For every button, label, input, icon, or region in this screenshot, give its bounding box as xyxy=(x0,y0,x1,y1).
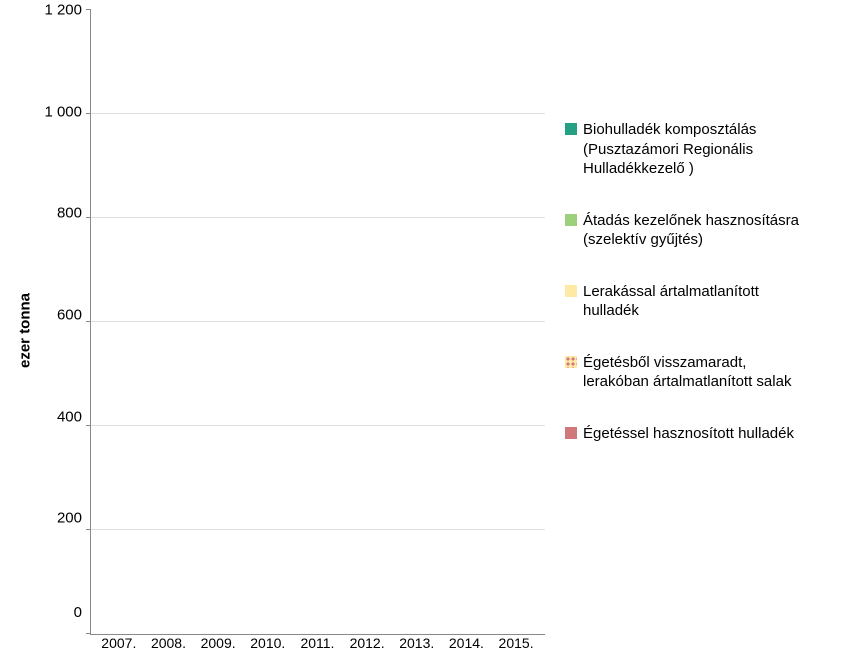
plot-wrapper: 1 2001 0008006004002000 2007.2008.2009.2… xyxy=(35,10,545,651)
y-tick-mark xyxy=(86,425,91,426)
legend-label: Lerakással ártalmatlanított hulladék xyxy=(583,282,815,321)
y-tick-mark xyxy=(86,529,91,530)
x-tick-label: 2015. xyxy=(495,635,537,651)
y-tick-mark xyxy=(86,633,91,634)
x-tick-label: 2013. xyxy=(396,635,438,651)
y-tick-mark xyxy=(86,9,91,10)
legend: Biohulladék komposztálás (Pusztazámori R… xyxy=(545,10,815,651)
y-tick-label: 600 xyxy=(35,307,82,322)
x-tick-label: 2008. xyxy=(147,635,189,651)
x-tick-label: 2012. xyxy=(346,635,388,651)
gridline xyxy=(91,217,545,218)
y-tick-mark xyxy=(86,321,91,322)
x-tick-label: 2010. xyxy=(247,635,289,651)
x-axis-labels: 2007. 2008. 2009. 2010. 2011. 2012. 2013. 2014.… xyxy=(90,635,545,651)
legend-label: Égetésből visszamaradt, lerakóban ártalm… xyxy=(583,353,815,392)
legend-item: Lerakással ártalmatlanított hulladék xyxy=(565,282,815,321)
y-axis-ticks: 1 2001 0008006004002000 xyxy=(35,10,90,635)
legend-swatch xyxy=(565,123,577,135)
x-tick-label: 2014. xyxy=(445,635,487,651)
plot-area xyxy=(90,10,545,635)
y-tick-mark xyxy=(86,217,91,218)
legend-label: Biohulladék komposztálás (Pusztazámori R… xyxy=(583,120,815,179)
y-tick-label: 1 200 xyxy=(35,3,82,18)
y-tick-label: 800 xyxy=(35,206,82,221)
legend-swatch xyxy=(565,427,577,439)
x-tick-label: 2009. xyxy=(197,635,239,651)
y-tick-label: 1 000 xyxy=(35,104,82,119)
legend-item: Biohulladék komposztálás (Pusztazámori R… xyxy=(565,120,815,179)
legend-item: Égetésből visszamaradt, lerakóban ártalm… xyxy=(565,353,815,392)
legend-swatch xyxy=(565,285,577,297)
legend-item: Átadás kezelőnek hasznosításra (szelektí… xyxy=(565,211,815,250)
legend-swatch xyxy=(565,214,577,226)
legend-label: Átadás kezelőnek hasznosításra (szelektí… xyxy=(583,211,815,250)
y-tick-mark xyxy=(86,113,91,114)
gridline xyxy=(91,321,545,322)
y-axis-label: ezer tonna xyxy=(10,10,35,651)
legend-label: Égetéssel hasznosított hulladék xyxy=(583,424,794,444)
legend-swatch xyxy=(565,356,577,368)
x-tick-label: 2007. xyxy=(98,635,140,651)
x-tick-label: 2011. xyxy=(296,635,338,651)
legend-item: Égetéssel hasznosított hulladék xyxy=(565,424,815,444)
gridline xyxy=(91,113,545,114)
y-tick-label: 200 xyxy=(35,511,82,526)
waste-chart: ezer tonna 1 2001 0008006004002000 2007.… xyxy=(10,10,840,651)
y-tick-label: 0 xyxy=(35,605,82,620)
gridline xyxy=(91,425,545,426)
gridline xyxy=(91,529,545,530)
y-tick-label: 400 xyxy=(35,409,82,424)
